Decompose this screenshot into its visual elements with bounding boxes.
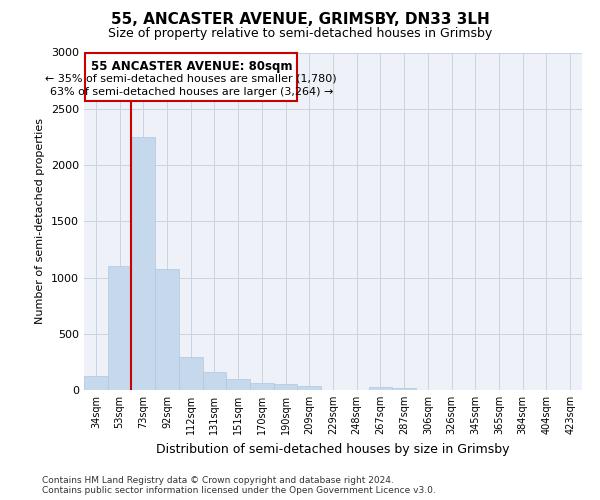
Text: ← 35% of semi-detached houses are smaller (1,780): ← 35% of semi-detached houses are smalle…: [46, 74, 337, 84]
Bar: [84, 376, 108, 390]
Bar: [368, 386, 392, 390]
Text: 63% of semi-detached houses are larger (3,264) →: 63% of semi-detached houses are larger (…: [50, 88, 333, 98]
Bar: [250, 382, 274, 390]
Bar: [108, 266, 131, 390]
Bar: [274, 384, 298, 390]
Bar: [203, 372, 226, 390]
Text: 55 ANCASTER AVENUE: 80sqm: 55 ANCASTER AVENUE: 80sqm: [91, 60, 292, 74]
Text: Size of property relative to semi-detached houses in Grimsby: Size of property relative to semi-detach…: [108, 28, 492, 40]
Bar: [226, 380, 250, 390]
Bar: [298, 386, 321, 390]
X-axis label: Distribution of semi-detached houses by size in Grimsby: Distribution of semi-detached houses by …: [156, 442, 510, 456]
Bar: [131, 137, 155, 390]
FancyBboxPatch shape: [85, 52, 298, 101]
Bar: [155, 268, 179, 390]
Bar: [179, 358, 203, 390]
Text: Contains HM Land Registry data © Crown copyright and database right 2024.: Contains HM Land Registry data © Crown c…: [42, 476, 394, 485]
Bar: [392, 388, 416, 390]
Text: Contains public sector information licensed under the Open Government Licence v3: Contains public sector information licen…: [42, 486, 436, 495]
Text: 55, ANCASTER AVENUE, GRIMSBY, DN33 3LH: 55, ANCASTER AVENUE, GRIMSBY, DN33 3LH: [110, 12, 490, 28]
Y-axis label: Number of semi-detached properties: Number of semi-detached properties: [35, 118, 46, 324]
